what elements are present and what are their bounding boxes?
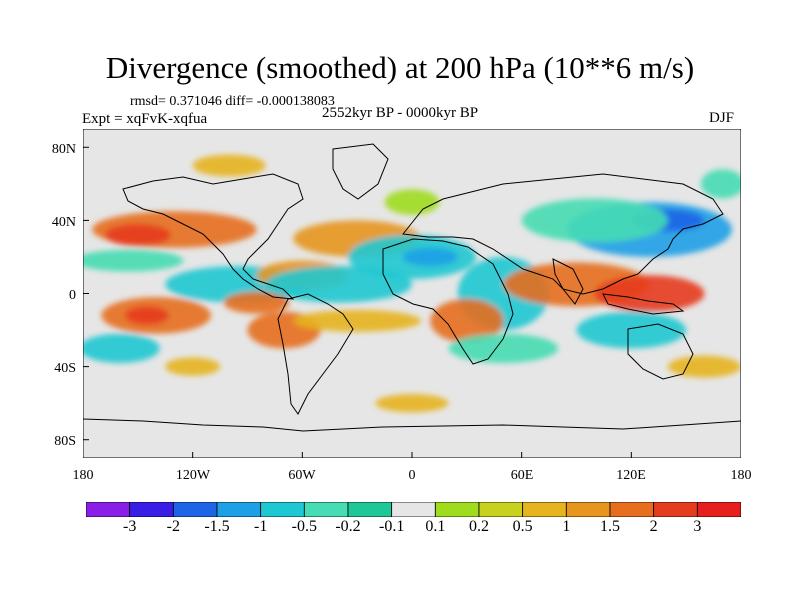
colorbar-label-0: -3 xyxy=(122,518,137,535)
colorbar-swatch-0 xyxy=(86,502,131,517)
colorbar-label-4: -0.5 xyxy=(291,518,317,535)
coastline-indonesia xyxy=(602,293,685,315)
field-patch-25 xyxy=(667,355,741,378)
lon-label-60w: 60W xyxy=(288,468,316,483)
field-patch-28 xyxy=(192,154,266,177)
colorbar-swatch-4 xyxy=(260,502,305,517)
coastline-north-america xyxy=(122,173,304,300)
lat-label-80n: 80N xyxy=(51,142,76,157)
coastline-greenland xyxy=(332,143,389,200)
colorbar-swatch-8 xyxy=(434,502,480,517)
colorbar-label-10: 1 xyxy=(562,518,571,535)
colorbar-swatch-2 xyxy=(172,502,218,517)
experiment-label: Expt = xqFvK-xqfua xyxy=(82,111,208,127)
colorbar-swatch-3 xyxy=(216,502,262,517)
colorbar-swatch-6 xyxy=(347,502,393,517)
field-patch-4 xyxy=(125,306,169,325)
lon-label-180w: 180 xyxy=(72,468,94,483)
colorbar xyxy=(86,502,741,517)
plot-title: Divergence (smoothed) at 200 hPa (10**6 … xyxy=(105,50,695,85)
colorbar-swatch-1 xyxy=(129,502,174,517)
lat-label-80s: 80S xyxy=(54,434,76,449)
stats-line: rmsd= 0.371046 diff= -0.000138083 xyxy=(130,94,335,109)
field-patch-23 xyxy=(521,198,668,243)
colorbar-swatch-5 xyxy=(303,502,349,517)
coastline-india xyxy=(552,258,584,305)
colorbar-label-9: 0.5 xyxy=(512,518,533,535)
field-patch-29 xyxy=(700,169,741,199)
field-patch-20 xyxy=(594,275,705,312)
coastline-eurasia xyxy=(402,173,724,295)
field-patch-18 xyxy=(448,333,559,363)
field-patch-27 xyxy=(375,394,449,413)
lon-label-180e: 180 xyxy=(730,468,752,483)
lon-label-120e: 120E xyxy=(616,468,646,483)
lon-label-120w: 120W xyxy=(175,468,211,483)
colorbar-label-1: -2 xyxy=(166,518,180,535)
field-patch-5 xyxy=(83,333,160,363)
field-patch-12 xyxy=(293,309,422,332)
lat-label-40s: 40S xyxy=(54,361,76,376)
colorbar-swatch-7 xyxy=(391,502,436,517)
lat-label-0: 0 xyxy=(69,288,76,303)
field-patch-26 xyxy=(165,357,221,376)
coastline-antarctica xyxy=(83,418,741,432)
season-label: DJF xyxy=(709,110,735,126)
coastline-south-america xyxy=(277,293,354,415)
colorbar-label-6: -0.1 xyxy=(378,518,405,535)
coastline-australia xyxy=(627,323,694,380)
lon-label-0: 0 xyxy=(408,468,416,483)
colorbar-label-12: 2 xyxy=(649,518,658,535)
colorbar-swatch-10 xyxy=(522,502,567,517)
colorbar-label-13: 3 xyxy=(693,518,702,535)
field-patch-15 xyxy=(384,189,440,215)
colorbar-swatch-14 xyxy=(696,502,741,517)
field-patch-2 xyxy=(83,249,184,272)
field-patch-14 xyxy=(402,247,458,267)
period-label: 2552kyr BP - 0000kyr BP xyxy=(322,105,479,121)
colorbar-label-8: 0.2 xyxy=(469,518,489,535)
colorbar-swatch-9 xyxy=(478,502,524,517)
field-patch-1 xyxy=(104,224,171,246)
colorbar-label-11: 1.5 xyxy=(600,518,620,535)
colorbar-label-3: -1 xyxy=(253,518,268,535)
colorbar-swatch-11 xyxy=(565,502,611,517)
coastline-africa xyxy=(382,238,514,365)
colorbar-label-2: -1.5 xyxy=(204,518,230,535)
colorbar-swatch-12 xyxy=(609,502,655,517)
lon-label-60e: 60E xyxy=(510,468,534,483)
colorbar-label-7: 0.1 xyxy=(425,518,446,535)
field-patch-24 xyxy=(576,311,687,349)
colorbar-swatch-13 xyxy=(653,502,698,517)
field-patch-11 xyxy=(265,266,412,303)
colorbar-label-5: -0.2 xyxy=(335,518,361,535)
field-patch-17 xyxy=(430,298,504,343)
divergence-map xyxy=(83,129,741,458)
lat-label-40n: 40N xyxy=(51,215,76,230)
